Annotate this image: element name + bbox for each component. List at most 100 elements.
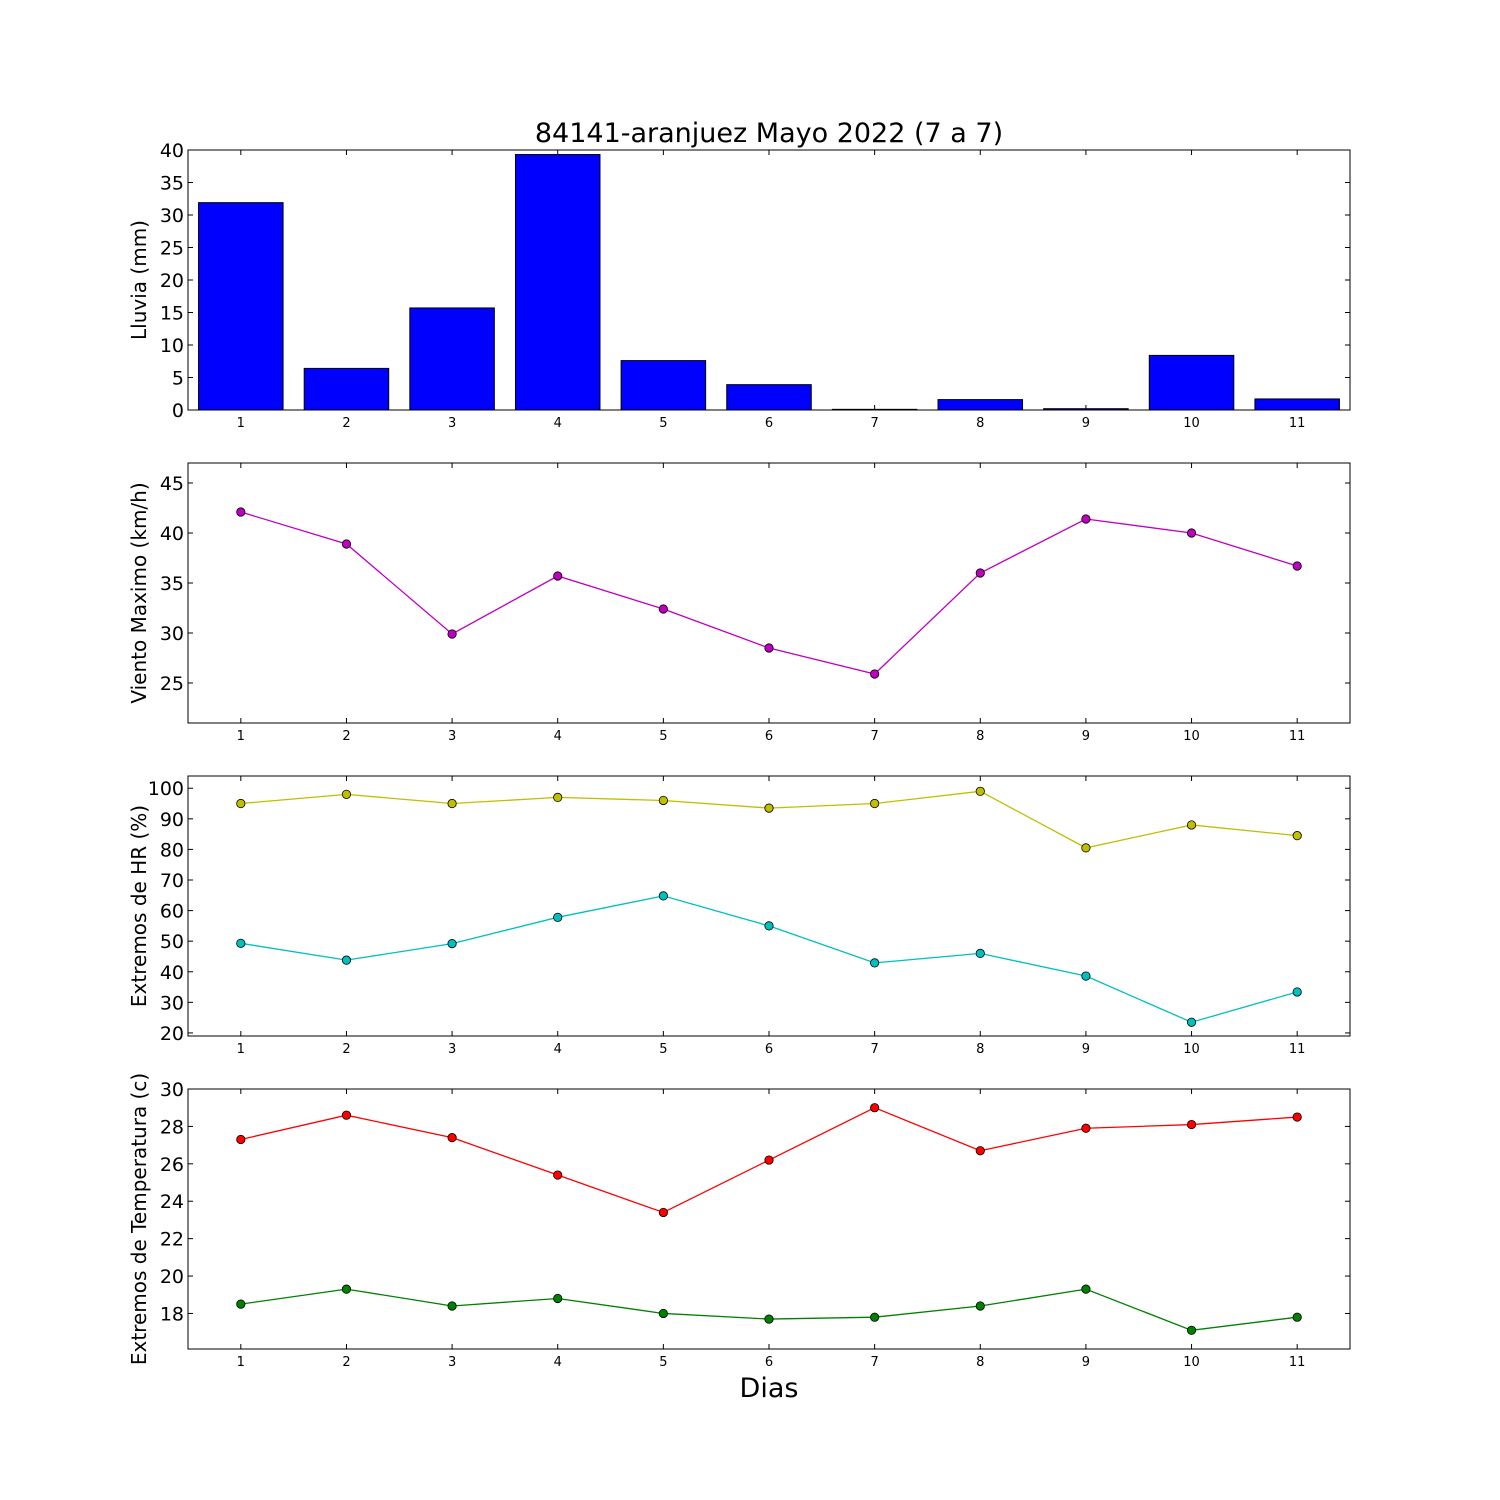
x-tick-label: 4: [554, 1042, 562, 1057]
x-tick-label: 3: [448, 729, 456, 744]
data-point: [447, 629, 457, 639]
panel-1: 0 5 10 15 20 25 30 35 40 1 2 3 4 5 6 7 8 9 10 11 Lluvia (mm): [127, 140, 1351, 431]
x-tick-label: 8: [976, 416, 984, 431]
panel-3: 20 30 40 50 60 70 80 90 100 1 2 3 4 5 6 7 8 9 10 11 Extremos…: [127, 775, 1351, 1057]
x-tick-label: 7: [870, 416, 878, 431]
data-point: [764, 1155, 774, 1165]
bar: [303, 367, 390, 411]
x-tick-label: 7: [870, 1355, 878, 1370]
data-point: [658, 891, 668, 901]
bar: [937, 399, 1024, 411]
data-point: [764, 921, 774, 931]
x-tick-label: 11: [1289, 1042, 1306, 1057]
x-tick-label: 4: [554, 416, 562, 431]
data-point: [764, 643, 774, 653]
x-tick-label: 6: [765, 729, 773, 744]
y-tick-label: 15: [160, 303, 184, 325]
data-point: [1081, 1284, 1091, 1294]
data-point: [447, 798, 457, 809]
bar: [1043, 408, 1129, 411]
y-tick-label: 70: [160, 870, 184, 892]
data-point: [1186, 1119, 1197, 1130]
data-point: [1081, 514, 1091, 524]
y-axis-label: Viento Maximo (km/h): [127, 482, 151, 703]
x-tick-label: 11: [1289, 1355, 1306, 1370]
data-point: [1081, 843, 1091, 853]
bar: [620, 360, 707, 411]
y-tick-label: 5: [172, 368, 184, 390]
x-tick-label: 11: [1289, 729, 1306, 744]
data-point: [1292, 987, 1302, 997]
x-tick-label: 5: [659, 416, 667, 431]
data-point: [236, 1134, 246, 1145]
data-point: [553, 1293, 563, 1304]
axes-frame: [187, 462, 1351, 724]
bar: [409, 307, 495, 411]
x-tick-label: 9: [1082, 729, 1090, 744]
x-tick-label: 9: [1082, 416, 1090, 431]
x-tick-label: 6: [765, 1355, 773, 1370]
data-point: [764, 803, 774, 813]
y-tick-label: 10: [160, 335, 184, 357]
x-tick-label: 8: [976, 1042, 984, 1057]
x-tick-label: 6: [765, 1042, 773, 1057]
x-tick-label: 6: [765, 416, 773, 431]
y-axis-label: Extremos de Temperatura (c): [127, 1073, 151, 1365]
data-point: [764, 1314, 774, 1324]
x-tick-label: 11: [1289, 416, 1306, 431]
series-line: [240, 790, 1298, 849]
data-point: [1081, 1123, 1091, 1133]
x-tick-label: 2: [342, 1355, 350, 1370]
y-tick-label: 80: [160, 839, 184, 861]
data-point: [236, 1299, 246, 1309]
y-tick-label: 40: [160, 523, 184, 545]
y-tick-label: 60: [160, 901, 184, 923]
data-point: [447, 1133, 457, 1143]
x-axis-label: Dias: [740, 1373, 799, 1404]
x-tick-label: 2: [342, 416, 350, 431]
data-point: [658, 1308, 668, 1319]
y-tick-label: 100: [148, 778, 184, 800]
axes-frame: [187, 1088, 1351, 1350]
y-tick-label: 24: [160, 1191, 184, 1213]
bar: [1254, 398, 1340, 411]
y-tick-label: 35: [160, 573, 184, 595]
y-tick-label: 20: [160, 1266, 184, 1288]
x-tick-label: 2: [342, 1042, 350, 1057]
y-tick-label: 30: [160, 992, 184, 1014]
axes-frame: [187, 775, 1351, 1037]
x-tick-label: 1: [237, 1355, 245, 1370]
data-point: [658, 1207, 668, 1218]
x-tick-label: 8: [976, 1355, 984, 1370]
data-point: [658, 604, 668, 614]
data-point: [1292, 831, 1302, 841]
x-tick-label: 3: [448, 416, 456, 431]
y-tick-label: 50: [160, 931, 184, 953]
x-tick-label: 4: [554, 729, 562, 744]
y-tick-label: 40: [160, 962, 184, 984]
data-point: [870, 669, 880, 679]
x-tick-label: 10: [1183, 416, 1200, 431]
data-point: [1186, 820, 1197, 830]
data-point: [1186, 1017, 1197, 1027]
data-point: [975, 948, 985, 959]
panel-4: 18 20 22 24 26 28 30 1 2 3 4 5 6 7 8 9 10 11 Extremos de T…: [127, 1073, 1351, 1370]
data-point: [975, 1301, 985, 1311]
bar: [514, 154, 601, 411]
x-tick-label: 4: [554, 1355, 562, 1370]
data-point: [341, 1110, 352, 1120]
data-point: [1292, 561, 1302, 571]
data-point: [236, 507, 246, 517]
bar: [198, 202, 284, 411]
x-tick-label: 9: [1082, 1355, 1090, 1370]
data-point: [870, 798, 880, 809]
data-point: [447, 1301, 457, 1311]
data-point: [1292, 1312, 1302, 1322]
x-tick-label: 8: [976, 729, 984, 744]
x-tick-label: 1: [237, 729, 245, 744]
bar: [831, 408, 918, 411]
y-tick-label: 20: [160, 270, 184, 292]
x-tick-label: 1: [237, 1042, 245, 1057]
data-point: [658, 795, 668, 806]
y-tick-label: 40: [160, 140, 184, 162]
